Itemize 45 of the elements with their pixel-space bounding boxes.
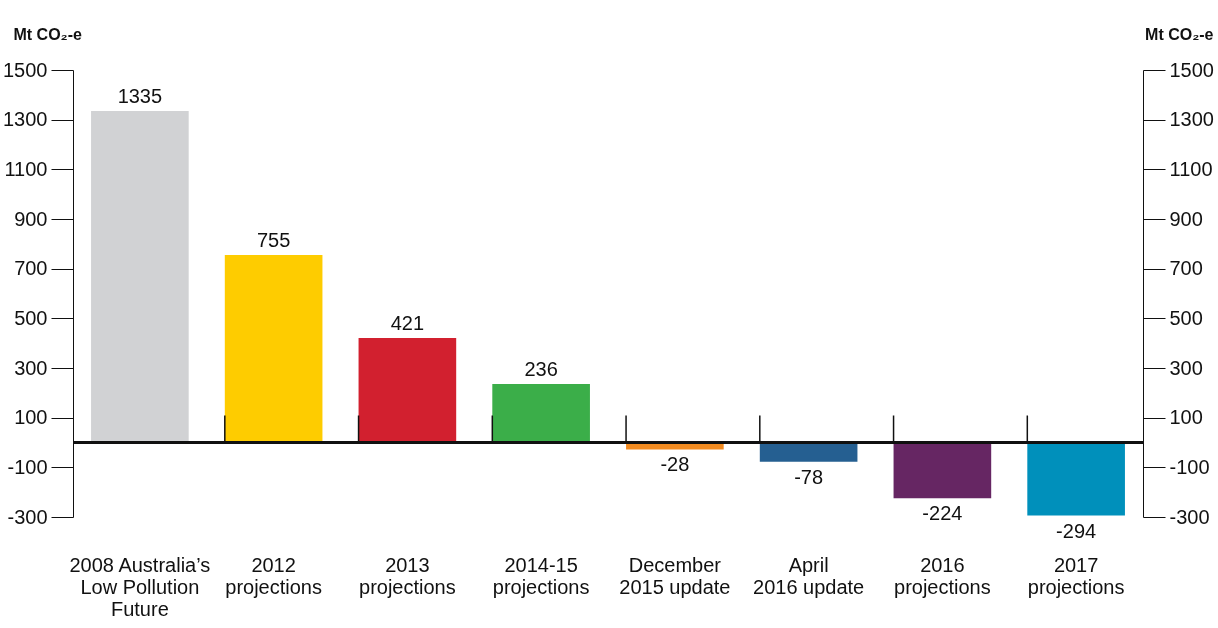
y-tick-label: 900	[14, 207, 48, 230]
y-tick-label: 1100	[4, 157, 48, 180]
data-label: -78	[794, 465, 824, 488]
y-tick-label: -100	[7, 455, 48, 478]
y2-tick-label: 300	[1169, 356, 1203, 379]
y2-tick-label: -100	[1169, 455, 1210, 478]
data-label: -28	[660, 453, 690, 476]
x-tick-label: 2008 Australia’s Low Pollution Future	[69, 553, 211, 620]
data-label: -224	[922, 502, 963, 525]
bar	[1027, 442, 1125, 516]
bar	[91, 110, 189, 443]
bar	[893, 442, 992, 499]
y-axis-title: Mt CO₂-e	[13, 25, 83, 43]
y-tick-label: 1300	[3, 108, 48, 131]
bar	[759, 442, 858, 462]
bar	[224, 255, 323, 443]
y2-axis-title: Mt CO₂-e	[1145, 25, 1214, 43]
y-tick-label: 1500	[3, 58, 48, 81]
y2-tick-label: 700	[1169, 257, 1203, 280]
y2-tick-label: 1500	[1169, 58, 1214, 81]
y-tick-label: 500	[14, 306, 48, 329]
x-tick-label: 2016 projections	[894, 553, 991, 598]
x-tick-label: 2012 projections	[225, 553, 322, 598]
bar	[492, 383, 590, 443]
x-tick-label: 2013 projections	[359, 553, 456, 598]
y-tick-label: -300	[7, 505, 48, 528]
data-label: 236	[524, 357, 558, 380]
y-tick-label: 300	[14, 356, 48, 379]
y2-tick-label: 100	[1169, 406, 1203, 429]
data-label: 421	[390, 311, 425, 334]
x-tick-label: 2014-15 projections	[492, 553, 590, 598]
y-tick-label: 100	[14, 406, 48, 429]
bar	[358, 337, 457, 443]
data-label: 1335	[117, 84, 163, 107]
x-tick-label: December 2015 update	[619, 553, 731, 598]
y-tick-label: 700	[14, 257, 48, 280]
y2-tick-label: 1100	[1169, 157, 1213, 180]
data-label: -294	[1056, 519, 1097, 542]
x-tick-label: April 2016 update	[753, 553, 865, 598]
x-tick-label: 2017 projections	[1027, 553, 1125, 598]
data-label: 755	[256, 229, 291, 252]
y2-tick-label: 1300	[1169, 108, 1214, 131]
y2-tick-label: 900	[1169, 207, 1203, 230]
y2-tick-label: -300	[1169, 505, 1210, 528]
y2-tick-label: 500	[1169, 306, 1203, 329]
